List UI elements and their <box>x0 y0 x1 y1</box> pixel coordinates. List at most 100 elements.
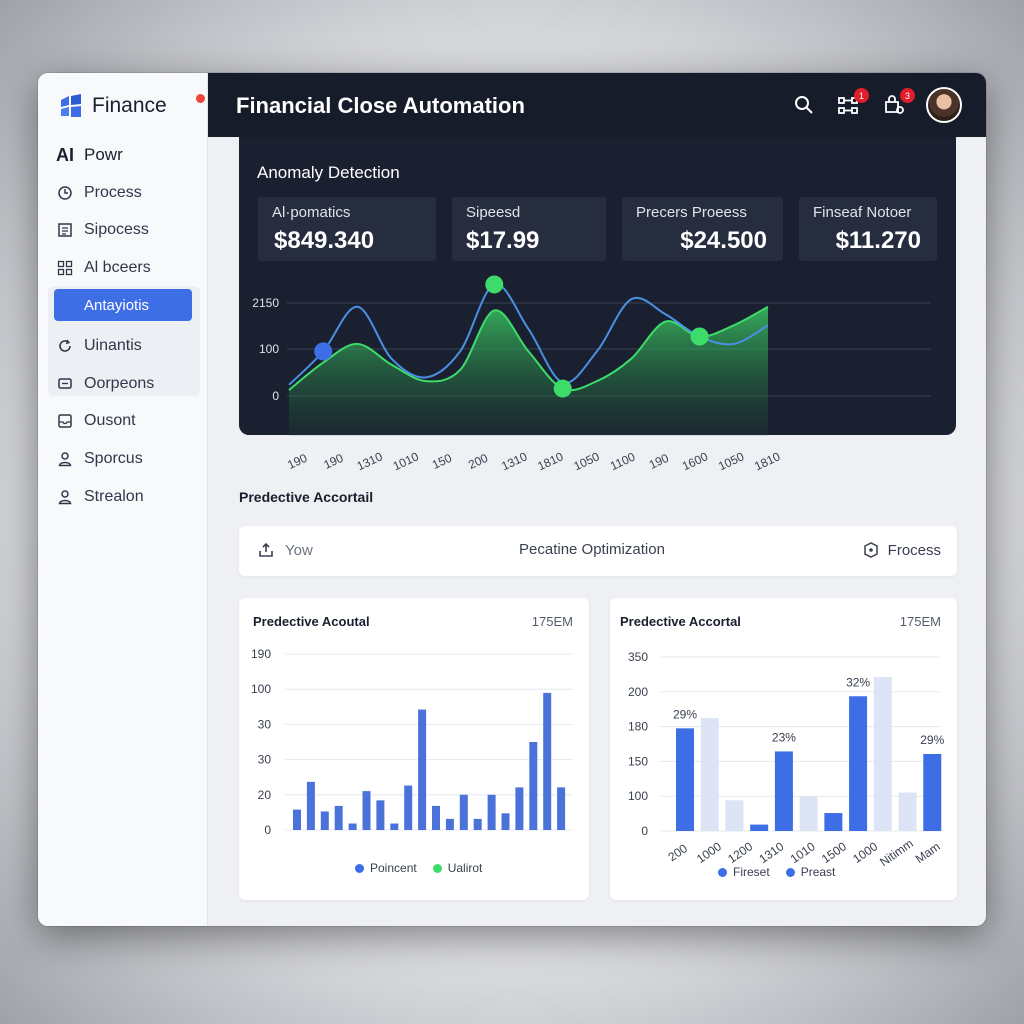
sidebar-item-oorpeons[interactable]: Oorpeons <box>52 368 198 400</box>
sidebar-item-uinantis[interactable]: Uinantis <box>52 330 198 362</box>
sidebar-item-al-bceers[interactable]: Al bceers <box>52 252 198 284</box>
kpi-card[interactable]: Finseaf Notoer $11.270 <box>799 197 937 261</box>
y-tick-label: 30 <box>258 717 272 731</box>
sidebar-item-strealon[interactable]: Strealon <box>52 481 198 513</box>
top-bar: Financial Close Automation 1 3 <box>208 73 986 137</box>
y-tick-label: 0 <box>264 823 271 837</box>
sidebar-item-antayiotis[interactable]: Antayiotis <box>54 289 192 321</box>
kpi-card[interactable]: Al·pomatics $849.340 <box>258 197 436 261</box>
bar-fireset <box>824 813 843 831</box>
predictive-card-1: Predective Acoutal 175EM 190 100 30 30 20 0 P… <box>239 598 589 900</box>
y-tick-label: 190 <box>251 647 271 661</box>
y-tick-label: 20 <box>258 788 272 802</box>
sidebar-item-sporcus[interactable]: Sporcus <box>52 443 198 475</box>
message-icon <box>56 375 74 393</box>
frocess-button[interactable]: Frocess <box>862 541 941 559</box>
sidebar-item-label: Antayiotis <box>84 296 150 314</box>
blue-series-line <box>288 283 769 386</box>
y-tick-label: 200 <box>628 685 648 699</box>
anomaly-marker <box>485 275 504 294</box>
green-series-line <box>288 305 769 392</box>
legend-label: Preast <box>800 865 836 879</box>
kpi-label: Precers Proeess <box>636 204 747 221</box>
alerts-icon[interactable] <box>882 93 906 117</box>
sidebar-item-label: Al bceers <box>84 259 151 276</box>
x-tick-label: 1310 <box>355 449 385 473</box>
x-tick-label: 1810 <box>752 449 782 473</box>
kpi-value: $849.340 <box>274 227 375 254</box>
bar <box>348 823 357 830</box>
grid-icon <box>56 259 74 277</box>
brand-status-dot <box>196 94 205 103</box>
inbox-icon <box>56 412 74 430</box>
x-tick-label: 190 <box>285 451 309 472</box>
bar <box>362 791 371 830</box>
data-label: 29% <box>673 707 697 721</box>
card-meta: 175EM <box>531 614 573 629</box>
y-tick-label: 100 <box>628 789 648 803</box>
search-icon[interactable] <box>792 93 816 117</box>
sidebar-item-label: Uinantis <box>84 337 142 354</box>
y-tick-label: 2150 <box>252 296 279 310</box>
kpi-value: $17.99 <box>466 227 540 254</box>
kpi-value: $24.500 <box>680 227 767 254</box>
x-tick-label: 150 <box>430 451 454 472</box>
bar <box>529 742 538 830</box>
x-tick-label: 1000 <box>694 839 724 866</box>
y-tick-label: 0 <box>641 824 648 838</box>
bar <box>459 794 468 830</box>
process-icon <box>863 542 878 558</box>
legend-label: Poincent <box>370 861 417 875</box>
bar <box>306 781 315 830</box>
sidebar-item-ousont[interactable]: Ousont <box>52 405 198 437</box>
bar <box>404 785 413 830</box>
bar-preast <box>873 677 892 831</box>
sidebar-item-sipocess[interactable]: Sipocess <box>52 214 198 246</box>
sidebar-item-label: Process <box>84 184 142 201</box>
legend-item: Poincent <box>355 861 417 875</box>
sidebar-item-label: Sipocess <box>84 221 149 238</box>
kpi-card[interactable]: Sipeesd $17.99 <box>452 197 606 261</box>
workflow-icon[interactable] <box>836 93 860 117</box>
alerts-badge: 3 <box>900 88 915 103</box>
user-icon <box>56 450 74 468</box>
green-area <box>289 306 768 436</box>
x-tick-label: 1310 <box>499 449 529 473</box>
data-label: 23% <box>772 730 796 744</box>
x-tick-label: 1310 <box>757 839 787 866</box>
bar <box>376 800 385 830</box>
sidebar-item-process[interactable]: Process <box>52 177 198 209</box>
brand[interactable]: Finance <box>58 93 205 119</box>
legend-item: Preast <box>785 865 836 879</box>
yow-control[interactable]: Yow <box>257 541 313 559</box>
bar <box>487 794 496 830</box>
data-label: 32% <box>846 675 870 689</box>
anomaly-marker <box>690 327 709 346</box>
data-label: 29% <box>920 733 944 747</box>
bar-fireset <box>676 728 694 831</box>
bar <box>432 805 440 830</box>
optimization-label: Pecatine Optimization <box>519 541 665 558</box>
kpi-card[interactable]: Precers Proeess $24.500 <box>622 197 783 261</box>
kpi-label: Sipeesd <box>466 204 521 221</box>
anomaly-marker <box>314 342 333 361</box>
avatar[interactable] <box>926 87 962 123</box>
x-tick-label: 1200 <box>725 839 755 866</box>
bar-preast <box>898 792 917 831</box>
sidebar-section-header: AI Powr <box>56 145 123 166</box>
bar <box>543 692 552 830</box>
y-tick-label: 180 <box>628 720 648 734</box>
x-tick-label: 190 <box>321 451 345 472</box>
bar-chart-1: 190 100 30 30 20 0 <box>251 647 573 837</box>
x-tick-label: 1050 <box>716 449 746 473</box>
bar-fireset <box>750 824 769 831</box>
y-tick-label: 350 <box>628 650 648 664</box>
bar <box>557 787 566 830</box>
bar <box>445 818 454 830</box>
legend-item: Ualirot <box>432 861 482 875</box>
bar <box>334 805 343 830</box>
y-tick-label: 100 <box>251 682 271 696</box>
kpi-value: $11.270 <box>835 227 921 254</box>
predictive-card-2: Predective Accortal 175EM 350 200 180 150 10… <box>610 598 957 900</box>
